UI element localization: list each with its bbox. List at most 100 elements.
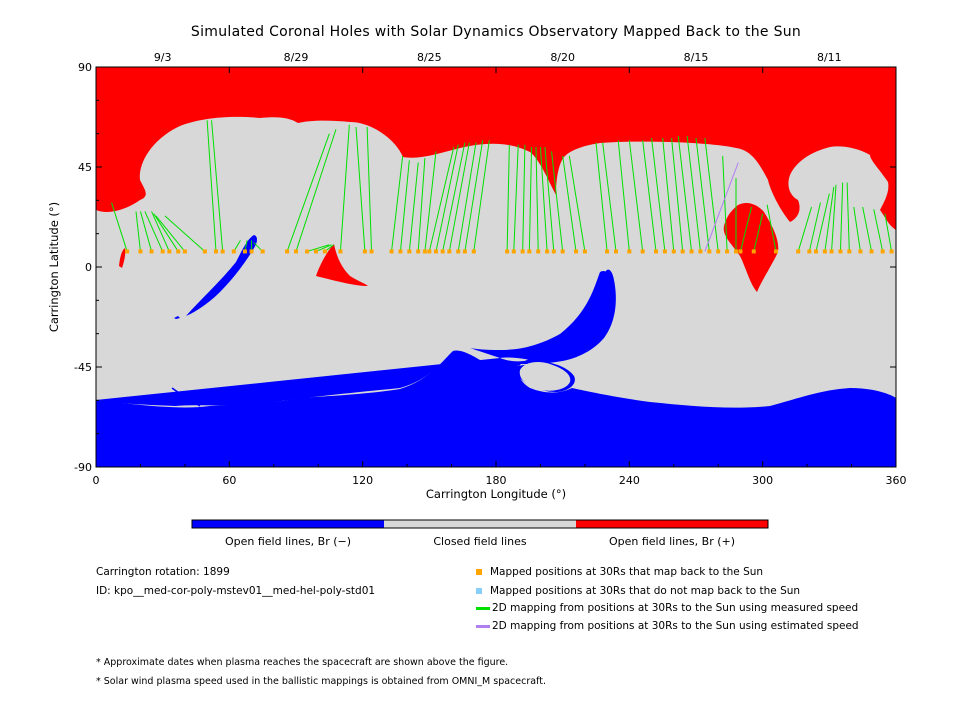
mapped-point (574, 249, 578, 254)
measured-mapping-line (399, 160, 410, 252)
y-tick-label: 0 (85, 261, 92, 274)
mapped-point (545, 249, 550, 254)
measured-mapping-line (424, 151, 437, 252)
legend-mapped: Mapped positions at 30Rs that map back t… (476, 566, 763, 578)
chart-title: Simulated Coronal Holes with Solar Dynam… (191, 24, 801, 40)
note-dates: * Approximate dates when plasma reaches … (96, 657, 509, 668)
legend-measured-label: 2D mapping from positions at 30Rs to the… (492, 602, 859, 614)
mapped-point (260, 249, 265, 254)
x-tick-label: 180 (486, 474, 507, 487)
colorbar-label: Open field lines, Br (+) (609, 535, 735, 548)
mapped-point (505, 249, 510, 254)
mapped-point (176, 249, 181, 254)
northeast-open-positive-lobe (723, 202, 779, 292)
mapped-point (440, 249, 445, 254)
measured-mapping-line (206, 120, 217, 252)
mapped-point (838, 249, 843, 254)
mapped-point (707, 249, 712, 254)
measured-mapping-line (539, 146, 548, 252)
green-line-icon (476, 606, 490, 610)
measured-mapping-line (551, 151, 564, 252)
measured-mapping-line (339, 124, 350, 252)
mapped-point (527, 249, 532, 254)
measured-mapping-line (602, 142, 617, 252)
mapped-point (456, 249, 461, 254)
measured-mapping-line (562, 155, 577, 252)
measured-mapping-line (797, 206, 813, 252)
mapped-point (654, 249, 658, 254)
mapped-point (447, 249, 452, 254)
legend-unmapped: Mapped positions at 30Rs that do not map… (476, 585, 800, 597)
measured-mapping-line (695, 138, 710, 252)
measured-mapping-line (155, 215, 186, 252)
measured-mapping-line (153, 213, 179, 252)
mapped-point (560, 249, 565, 254)
colorbar: Open field lines, Br (−) Closed field lin… (191, 519, 769, 548)
measured-mapping-line (704, 138, 719, 252)
mapped-point (511, 249, 516, 254)
purple-line-icon (476, 624, 490, 628)
measured-mapping-line (506, 144, 510, 252)
mapped-point (551, 249, 556, 254)
measured-mapping-line (473, 140, 490, 252)
legend-estimated-label: 2D mapping from positions at 30Rs to the… (492, 620, 859, 632)
measured-mapping-line (535, 146, 539, 252)
mapped-point (242, 249, 247, 254)
mapped-point (847, 249, 852, 254)
mapped-point (774, 249, 778, 254)
mapped-point (231, 249, 236, 254)
legend-unmapped-label: Mapped positions at 30Rs that do not map… (490, 585, 801, 597)
measured-mapping-line (435, 144, 459, 252)
mapped-point (671, 249, 676, 254)
measured-mapping-line (824, 186, 835, 252)
measured-mapping-line (862, 206, 873, 252)
measured-mapping-line (111, 202, 128, 252)
measured-mapping-line (513, 144, 519, 252)
mapped-point (422, 249, 427, 254)
x-axis-label: Carrington Longitude (°) (426, 487, 566, 501)
mapped-point (627, 249, 632, 254)
mapped-point (738, 249, 743, 254)
measured-mapping-line (662, 138, 675, 252)
measured-mapping-line (884, 213, 893, 252)
colorbar-segment (576, 520, 768, 528)
measured-mapping-line (651, 138, 666, 252)
mapped-point (725, 249, 730, 254)
north-open-positive-region (96, 67, 896, 230)
y-tick-label: -90 (74, 461, 92, 474)
mapped-point (662, 249, 667, 254)
mapped-point (880, 249, 885, 254)
measured-mapping-line (417, 158, 426, 252)
orange-square-icon (476, 569, 482, 575)
mapped-point (869, 249, 874, 254)
mapped-point (689, 249, 694, 254)
measured-mapping-line (677, 135, 693, 252)
mapped-point (416, 249, 421, 254)
x-tick-label: 240 (619, 474, 640, 487)
y-axis: 90 45 0 -45 -90 (74, 61, 896, 474)
mapped-point (807, 249, 812, 254)
south-tongue-negative (520, 269, 616, 364)
light-blue-square-icon (476, 588, 482, 594)
mapped-point (294, 249, 298, 254)
mapped-point (822, 249, 827, 254)
measured-mapping-line (522, 144, 526, 252)
colorbar-segment (192, 520, 384, 528)
mapped-points (125, 249, 894, 254)
measured-mapping-line (873, 209, 884, 252)
x-tick-label: 300 (752, 474, 773, 487)
mapped-point (614, 249, 618, 254)
x-axis: 0 60 120 180 240 300 360 (93, 67, 907, 487)
red-patch-mid (316, 244, 368, 286)
mapped-point (536, 249, 541, 254)
mapped-point (427, 249, 432, 254)
measured-mapping-line (464, 140, 484, 252)
measured-mapping-line (722, 155, 728, 252)
mapped-point (796, 249, 801, 254)
date-tick-label: 8/29 (284, 51, 309, 64)
top-date-axis: 9/3 8/29 8/25 8/20 8/15 8/11 (154, 51, 842, 64)
mapped-point (369, 249, 374, 254)
measured-mapping-line (671, 138, 684, 252)
coronal-hole-map: Simulated Coronal Holes with Solar Dynam… (47, 24, 907, 548)
measured-mapping-line (139, 211, 153, 252)
